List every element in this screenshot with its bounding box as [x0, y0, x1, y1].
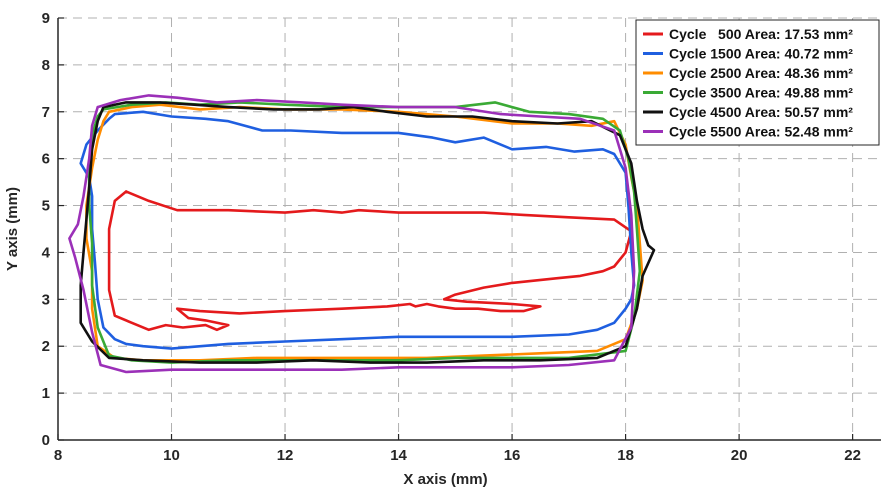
x-tick-label: 20 — [731, 447, 748, 464]
y-tick-label: 2 — [42, 338, 50, 355]
x-tick-label: 18 — [617, 447, 634, 464]
x-tick-label: 22 — [844, 447, 861, 464]
y-tick-label: 0 — [42, 432, 50, 449]
x-tick-label: 14 — [390, 447, 407, 464]
x-tick-label: 10 — [163, 447, 180, 464]
x-tick-label: 16 — [504, 447, 521, 464]
series-line-5 — [79, 101, 656, 364]
legend-entry-label: Cycle 3500 Area: 49.88 mm² — [669, 85, 853, 101]
x-tick-label: 8 — [54, 447, 62, 464]
legend-entry-label: Cycle 1500 Area: 40.72 mm² — [669, 46, 853, 62]
grid — [58, 17, 881, 440]
y-tick-label: 7 — [42, 104, 50, 121]
x-tick-label: 12 — [277, 447, 294, 464]
legend-entry-label: Cycle 5500 Area: 52.48 mm² — [669, 124, 853, 140]
y-tick-label: 8 — [42, 57, 50, 74]
series-line-1 — [107, 190, 633, 332]
y-tick-label: 4 — [42, 244, 51, 261]
y-tick-label: 1 — [42, 385, 50, 402]
y-tick-label: 3 — [42, 291, 50, 308]
legend-entry-label: Cycle 2500 Area: 48.36 mm² — [669, 65, 853, 81]
y-axis-label: Y axis (mm) — [4, 187, 21, 271]
series-line-6 — [68, 94, 636, 374]
legend-entry-label: Cycle 500 Area: 17.53 mm² — [669, 26, 853, 42]
y-tick-label: 6 — [42, 151, 50, 168]
legend-box — [635, 19, 880, 146]
x-axis-label: X axis (mm) — [403, 471, 487, 488]
series-line-2 — [79, 110, 636, 350]
y-tick-label: 5 — [42, 198, 50, 215]
series-layer — [68, 94, 656, 374]
legend: Cycle 500 Area: 17.53 mm² Cycle 1500 Area… — [635, 19, 880, 146]
axes — [57, 17, 881, 441]
y-tick-label: 9 — [42, 10, 50, 27]
legend-entry-label: Cycle 4500 Area: 50.57 mm² — [669, 104, 853, 120]
